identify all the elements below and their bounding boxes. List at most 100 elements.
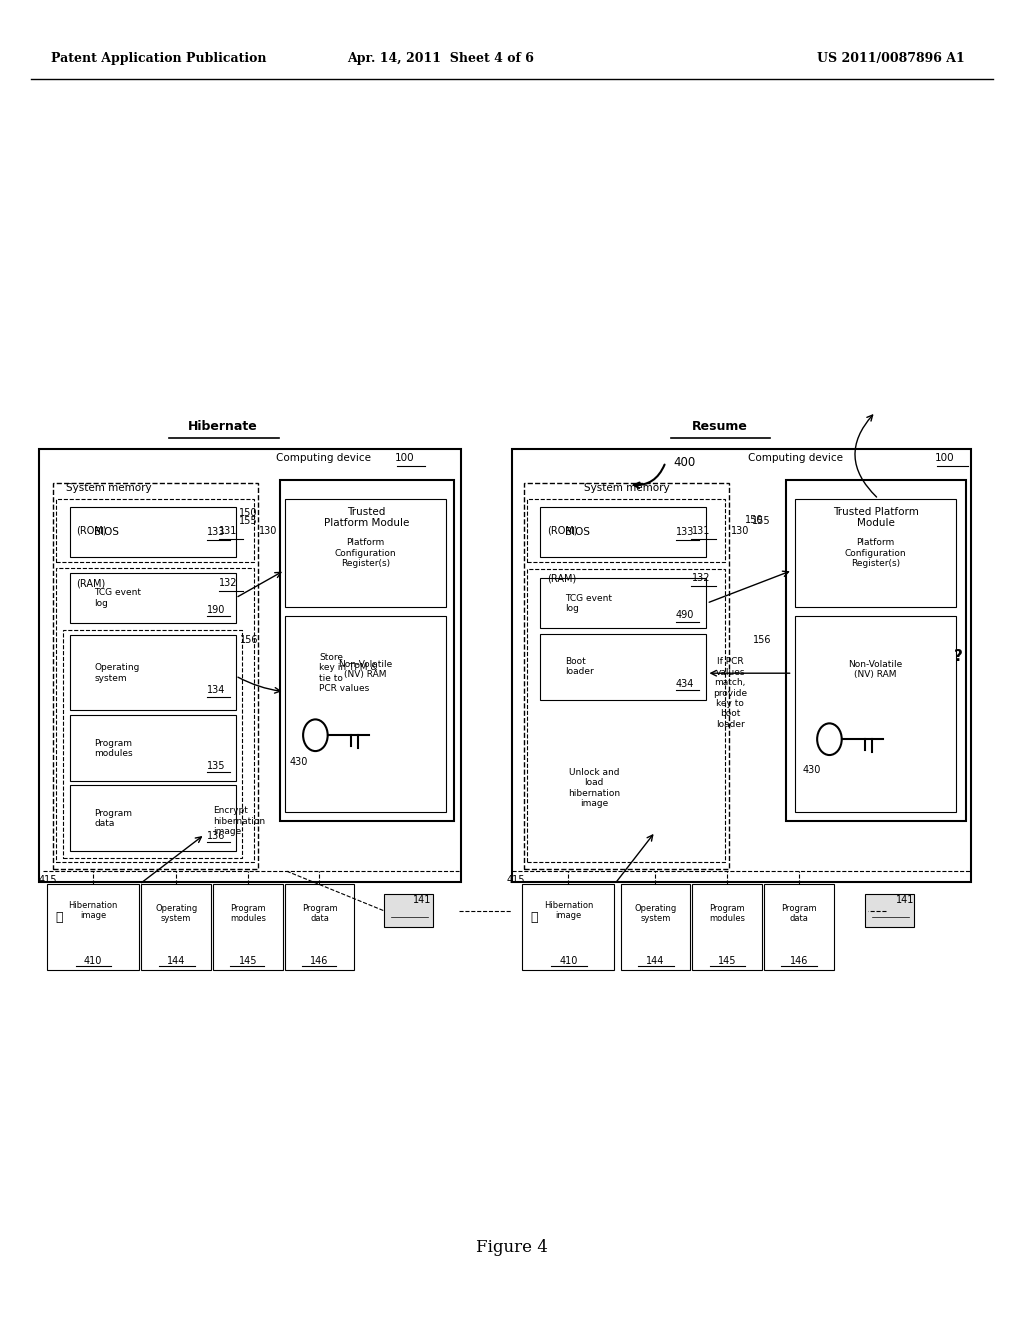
- Bar: [70, 785, 236, 851]
- Text: US 2011/0087896 A1: US 2011/0087896 A1: [817, 51, 965, 65]
- Text: (RAM): (RAM): [76, 578, 105, 589]
- Text: 133: 133: [207, 527, 225, 537]
- Text: Platform
Configuration
Register(s): Platform Configuration Register(s): [845, 539, 906, 568]
- Text: 130: 130: [731, 525, 750, 536]
- Bar: [540, 578, 706, 628]
- Bar: [865, 894, 914, 927]
- Bar: [527, 499, 725, 562]
- Text: Operating
system: Operating system: [94, 664, 139, 682]
- Bar: [39, 449, 461, 882]
- Text: 131: 131: [219, 525, 238, 536]
- Text: Program
modules: Program modules: [709, 904, 745, 923]
- Text: Non-Volatile
(NV) RAM: Non-Volatile (NV) RAM: [339, 660, 392, 678]
- Text: 133: 133: [676, 527, 694, 537]
- Text: 190: 190: [207, 605, 225, 615]
- Text: Resume: Resume: [692, 420, 748, 433]
- Bar: [70, 507, 236, 557]
- Text: 146: 146: [790, 956, 808, 966]
- Bar: [540, 507, 706, 557]
- Bar: [764, 884, 834, 970]
- Text: 155: 155: [240, 516, 258, 527]
- Text: 130: 130: [259, 525, 278, 536]
- Text: Unlock and
load
hibernation
image: Unlock and load hibernation image: [568, 768, 620, 808]
- Bar: [540, 634, 706, 700]
- Bar: [384, 894, 433, 927]
- Text: Hibernation
image: Hibernation image: [69, 902, 118, 920]
- Text: 410: 410: [84, 956, 102, 966]
- Bar: [47, 884, 139, 970]
- Text: 145: 145: [239, 956, 257, 966]
- Bar: [527, 569, 725, 862]
- Bar: [795, 499, 956, 607]
- Text: 100: 100: [935, 453, 954, 463]
- Text: 132: 132: [692, 573, 711, 583]
- Bar: [795, 616, 956, 812]
- Text: 136: 136: [207, 830, 225, 841]
- Text: 150: 150: [239, 508, 257, 519]
- Text: 415: 415: [39, 875, 57, 886]
- Text: 415: 415: [507, 875, 525, 886]
- Text: Program
modules: Program modules: [94, 739, 133, 758]
- Bar: [56, 568, 254, 862]
- Bar: [285, 616, 446, 812]
- Bar: [285, 499, 446, 607]
- Bar: [213, 884, 283, 970]
- Bar: [524, 483, 729, 869]
- Text: 150: 150: [745, 515, 764, 525]
- Text: Operating
system: Operating system: [155, 904, 198, 923]
- Bar: [512, 449, 971, 882]
- Text: Operating
system: Operating system: [634, 904, 677, 923]
- Text: Computing device: Computing device: [748, 453, 843, 463]
- Bar: [692, 884, 762, 970]
- Bar: [56, 499, 254, 562]
- Text: 146: 146: [310, 956, 329, 966]
- Text: (ROM): (ROM): [76, 525, 106, 536]
- Bar: [786, 480, 966, 821]
- Bar: [141, 884, 211, 970]
- Text: 155: 155: [753, 516, 771, 527]
- Text: 145: 145: [718, 956, 736, 966]
- Text: Program
data: Program data: [302, 904, 337, 923]
- Text: Program
data: Program data: [94, 809, 132, 828]
- Bar: [70, 715, 236, 781]
- Text: 410: 410: [559, 956, 578, 966]
- Text: (ROM): (ROM): [547, 525, 578, 536]
- Text: 141: 141: [413, 895, 431, 906]
- Text: Hibernation
image: Hibernation image: [544, 902, 593, 920]
- Text: Non-Volatile
(NV) RAM: Non-Volatile (NV) RAM: [849, 660, 902, 678]
- Text: 430: 430: [803, 764, 821, 775]
- Text: If PCR
values
match,
provide
key to
boot
loader: If PCR values match, provide key to boot…: [713, 657, 748, 729]
- Text: 144: 144: [646, 956, 665, 966]
- Text: 141: 141: [896, 895, 914, 906]
- Text: Program
data: Program data: [781, 904, 816, 923]
- Text: Store
key in TPM &
tie to
PCR values: Store key in TPM & tie to PCR values: [319, 653, 378, 693]
- Bar: [621, 884, 690, 970]
- Text: (RAM): (RAM): [547, 573, 577, 583]
- Text: 400: 400: [674, 455, 696, 469]
- Text: 🔒: 🔒: [55, 911, 63, 924]
- Bar: [53, 483, 258, 869]
- Text: ?: ?: [954, 648, 963, 664]
- Text: Figure 4: Figure 4: [476, 1239, 548, 1255]
- Text: Trusted Platform
Module: Trusted Platform Module: [834, 507, 919, 528]
- Text: TCG event
log: TCG event log: [565, 594, 612, 612]
- Text: Computing device: Computing device: [276, 453, 372, 463]
- Text: Program
modules: Program modules: [229, 904, 266, 923]
- Text: Platform
Configuration
Register(s): Platform Configuration Register(s): [335, 539, 396, 568]
- Text: Trusted
Platform Module: Trusted Platform Module: [324, 507, 410, 528]
- Bar: [63, 630, 242, 858]
- Text: Boot
loader: Boot loader: [565, 657, 594, 676]
- Text: 135: 135: [207, 760, 225, 771]
- Text: 🔒: 🔒: [530, 911, 539, 924]
- Text: BIOS: BIOS: [565, 527, 590, 537]
- Text: 131: 131: [692, 525, 711, 536]
- Bar: [522, 884, 614, 970]
- Text: 156: 156: [753, 635, 771, 645]
- Bar: [285, 884, 354, 970]
- Text: 490: 490: [676, 610, 694, 620]
- Text: 100: 100: [395, 453, 415, 463]
- Text: 132: 132: [219, 578, 238, 589]
- Text: Apr. 14, 2011  Sheet 4 of 6: Apr. 14, 2011 Sheet 4 of 6: [347, 51, 534, 65]
- Bar: [70, 635, 236, 710]
- Bar: [280, 480, 454, 821]
